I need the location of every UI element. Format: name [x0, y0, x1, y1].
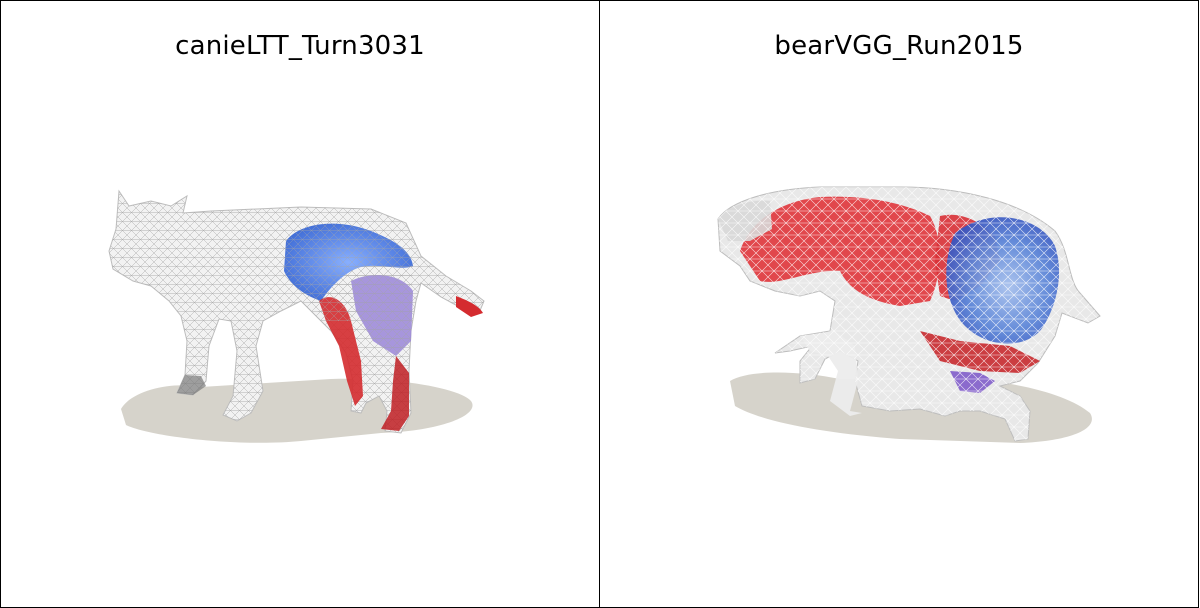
- panel-title: bearVGG_Run2015: [774, 31, 1024, 61]
- wolf-front-paw: [177, 375, 206, 395]
- panel-title: canieLTT_Turn3031: [175, 31, 425, 61]
- wolf-red-region: [319, 297, 363, 406]
- wolf-render: [108, 189, 485, 443]
- wolf-red-hindleg: [381, 356, 409, 431]
- render-panel-left: canieLTT_Turn3031: [0, 0, 600, 608]
- wolf-tail-red: [456, 296, 483, 317]
- ground-shadow: [121, 378, 473, 443]
- bear-render: [717, 186, 1101, 443]
- render-panel-right: bearVGG_Run2015: [599, 0, 1199, 608]
